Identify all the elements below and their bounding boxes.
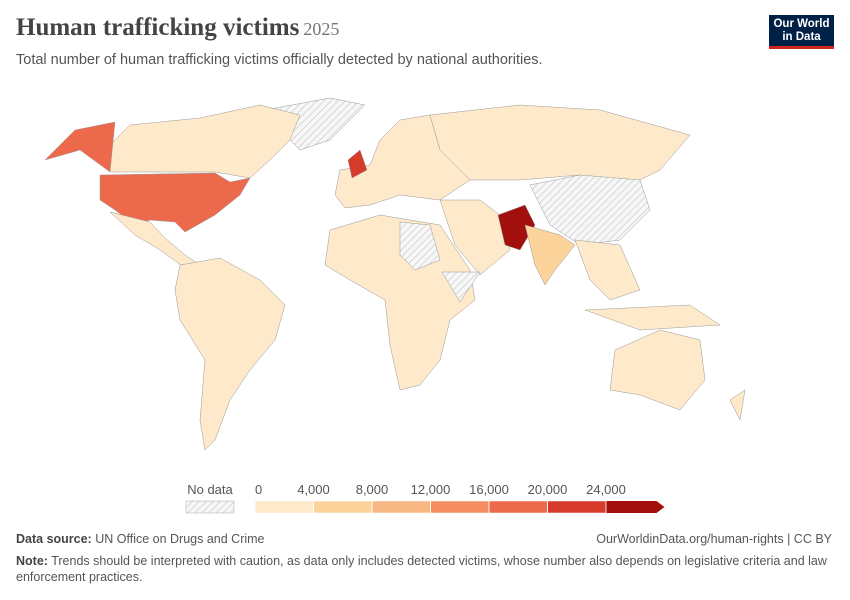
country — [609, 329, 706, 411]
year: 2025 — [303, 19, 340, 39]
country — [104, 104, 301, 179]
country — [497, 204, 536, 251]
title: Human trafficking victims — [16, 14, 300, 41]
country — [584, 304, 721, 331]
note-text: Trends should be interpreted with cautio… — [16, 554, 827, 584]
legend-tick-label: 12,000 — [411, 482, 451, 497]
country — [441, 271, 481, 303]
legend-swatch — [313, 500, 373, 514]
legend-no-data-swatch — [185, 500, 235, 514]
legend-tick-label: 8,000 — [356, 482, 389, 497]
legend-tick-label: 20,000 — [528, 482, 568, 497]
country — [729, 389, 746, 421]
legend-tick-label: 4,000 — [297, 482, 330, 497]
country — [174, 257, 286, 451]
country — [529, 174, 651, 246]
legend-swatch — [488, 500, 548, 514]
legend-swatch — [430, 500, 490, 514]
map: No data 0 4,000 8,000 12,000 16,000 20,000 24,… — [44, 97, 746, 514]
source: Data source: UN Office on Drugs and Crim… — [16, 532, 265, 546]
country — [399, 221, 441, 271]
legend-swatch — [606, 501, 665, 513]
legend-no-data-label: No data — [187, 482, 233, 497]
legend-tick-label: 24,000 — [586, 482, 626, 497]
legend-swatch — [254, 500, 314, 514]
legend-tick-label: 16,000 — [469, 482, 509, 497]
country — [44, 121, 116, 173]
title-block: Human trafficking victims 2025 — [16, 14, 339, 42]
legend-swatch — [371, 500, 431, 514]
subtitle: Total number of human trafficking victim… — [16, 52, 543, 68]
countries — [44, 97, 746, 451]
note: Note: Trends should be interpreted with … — [16, 553, 834, 585]
country — [439, 199, 511, 276]
source-text: UN Office on Drugs and Crime — [95, 532, 265, 546]
country — [429, 104, 691, 191]
note-label: Note: — [16, 554, 48, 568]
url[interactable]: OurWorldinData.org/human-rights | CC BY — [596, 532, 832, 546]
legend: No data 0 4,000 8,000 12,000 16,000 20,000 24,… — [185, 482, 665, 514]
country — [347, 149, 368, 179]
legend-tick-label: 0 — [255, 482, 262, 497]
country — [524, 224, 576, 286]
logo[interactable]: Our World in Data — [769, 15, 834, 49]
legend-swatch — [547, 500, 607, 514]
country — [574, 239, 641, 301]
source-label: Data source: — [16, 532, 92, 546]
country — [99, 172, 251, 233]
